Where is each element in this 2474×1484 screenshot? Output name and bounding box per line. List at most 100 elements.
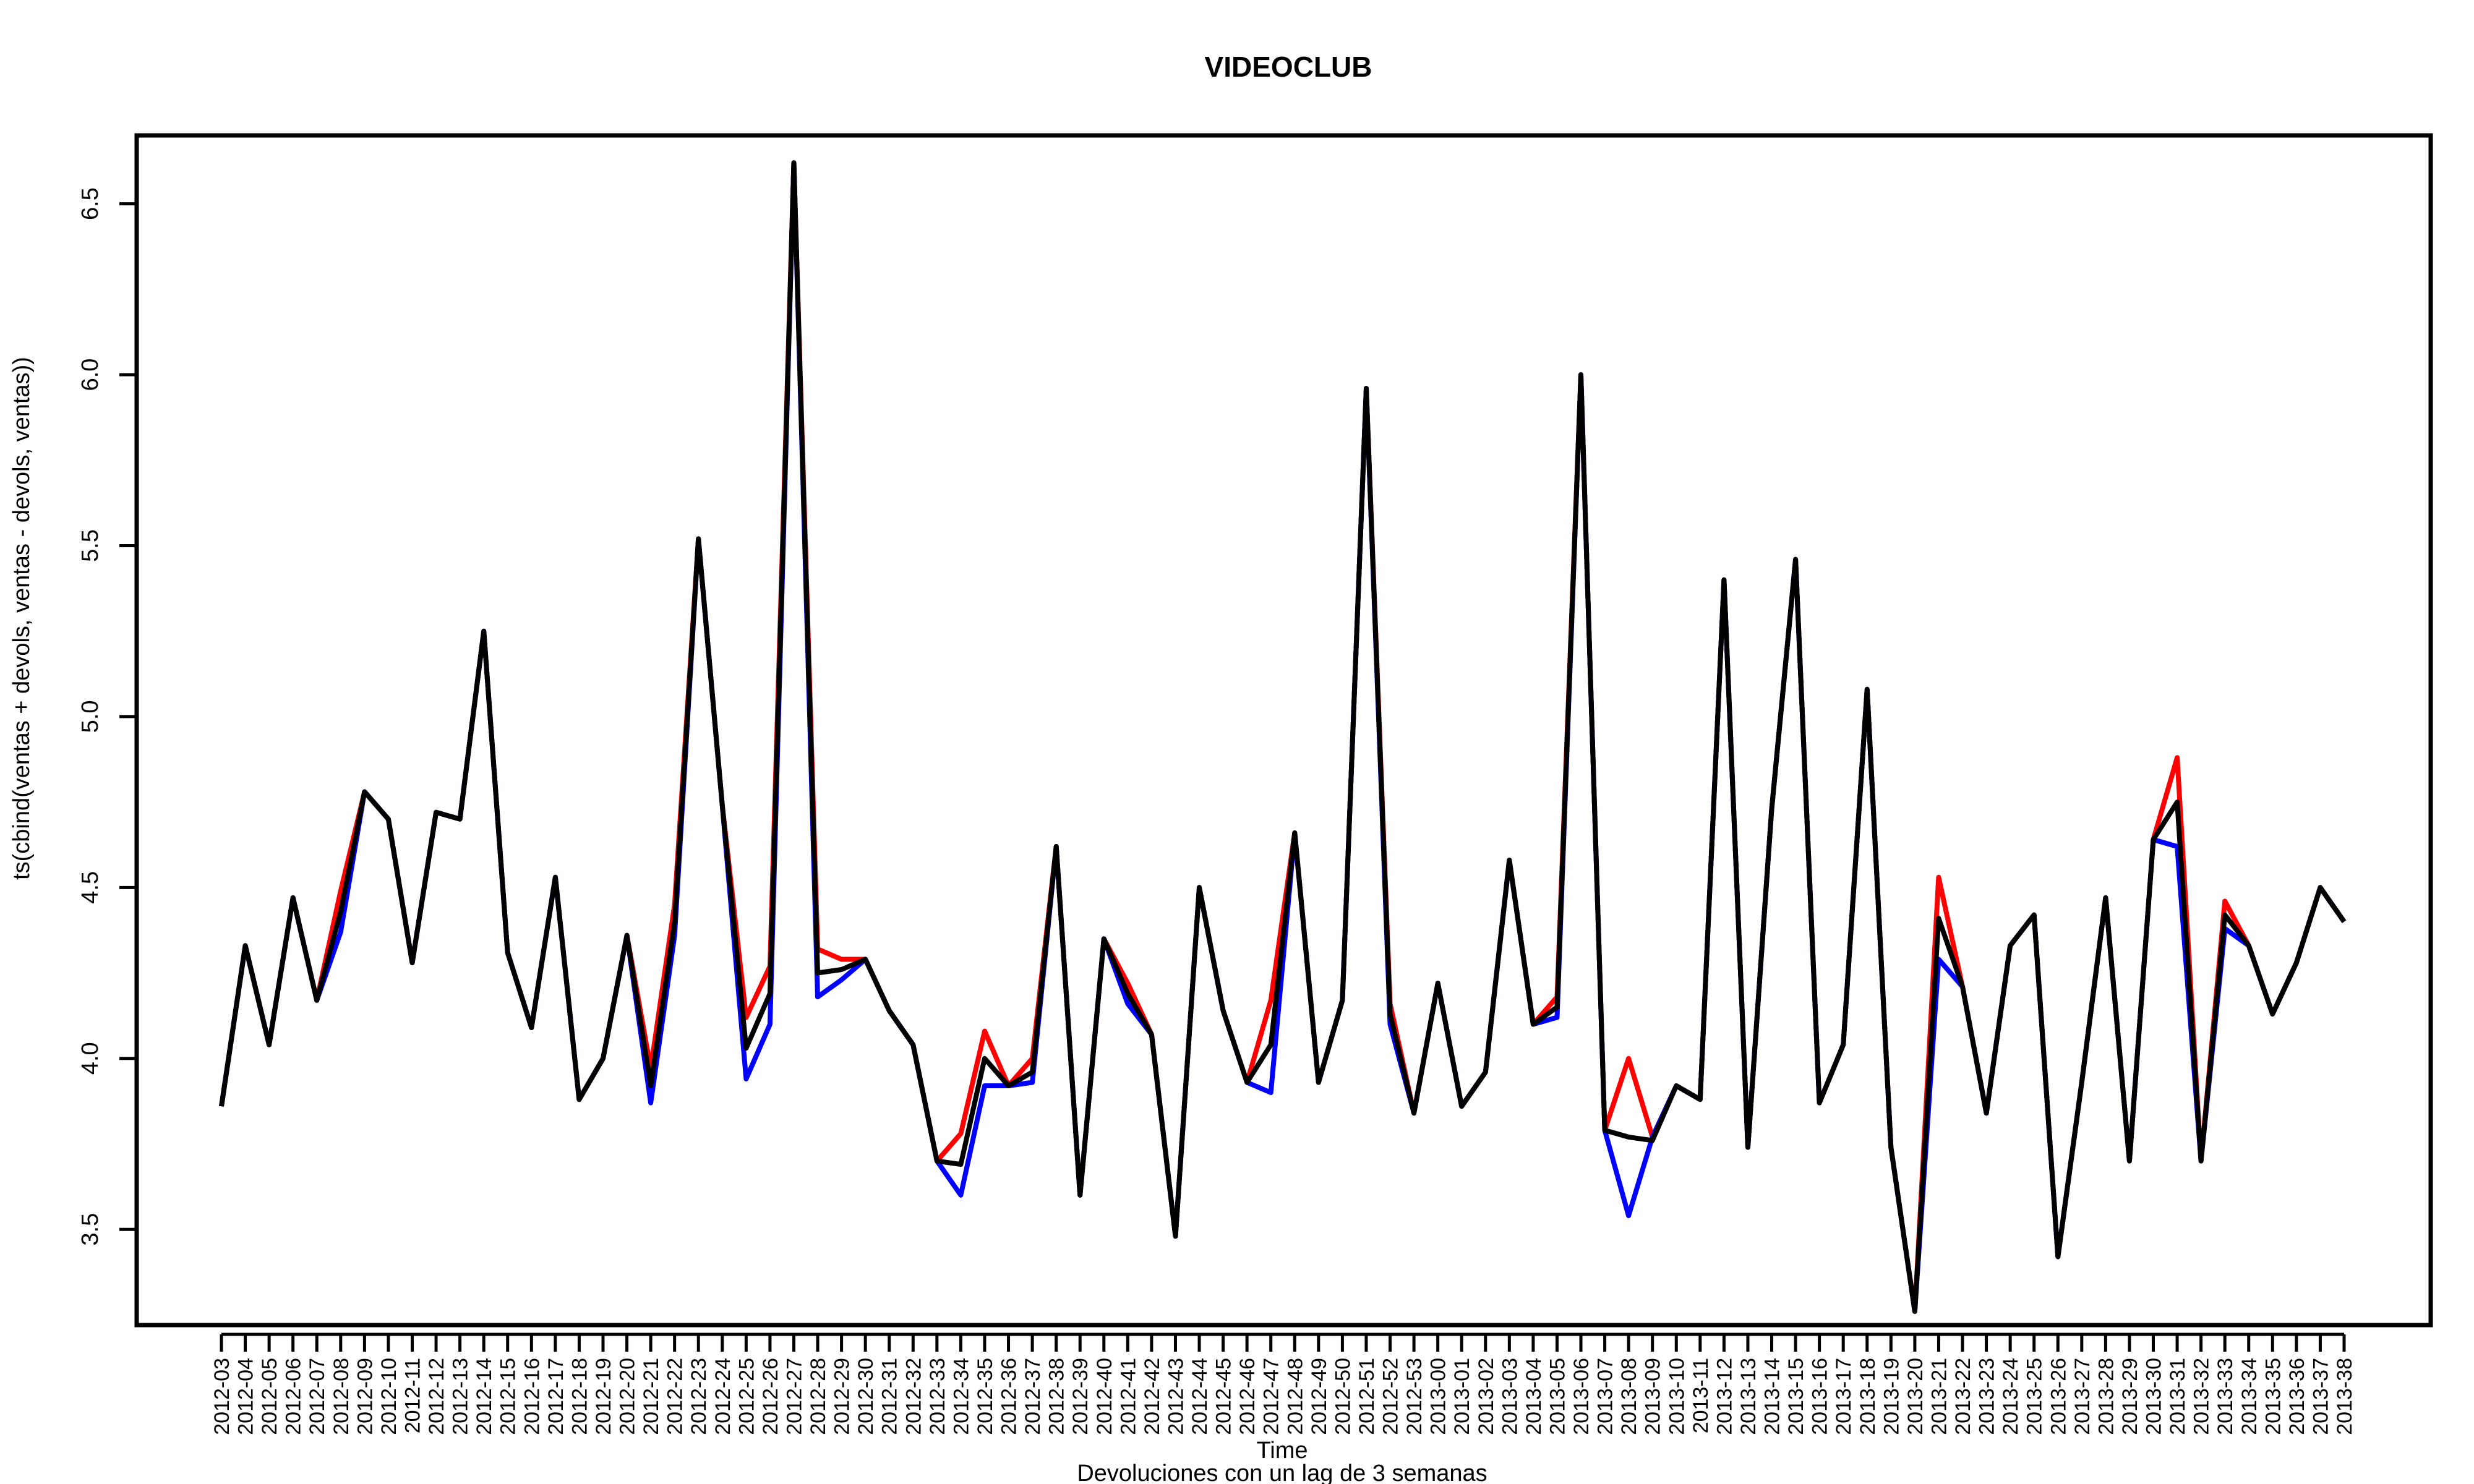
x-tick-label: 2012-33 (926, 1358, 949, 1435)
x-tick-label: 2013-10 (1665, 1358, 1689, 1435)
x-tick-label: 2013-23 (1975, 1358, 1999, 1435)
x-axis: 2012-03 2012-04 2012-05 2012-06 2012-07 2012-… (210, 1333, 2356, 1435)
x-tick-label: 2012-16 (520, 1358, 544, 1435)
x-tick-label: 2013-29 (2118, 1358, 2142, 1435)
x-tick-label: 2013-11 (1689, 1358, 1713, 1433)
x-tick-label: 2013-14 (1761, 1358, 1784, 1435)
x-tick-label: 2012-28 (807, 1358, 830, 1435)
x-tick-label: 2013-38 (2333, 1358, 2356, 1435)
y-tick-label: 3.5 (77, 1213, 103, 1246)
x-tick-label: 2013-16 (1808, 1358, 1832, 1435)
x-tick-label: 2013-15 (1784, 1358, 1808, 1435)
x-tick-label: 2013-33 (2214, 1358, 2237, 1435)
y-tick-label: 5.5 (77, 529, 103, 562)
x-tick-label: 2013-03 (1498, 1358, 1522, 1435)
x-tick-label: 2012-14 (473, 1358, 496, 1435)
x-tick-label: 2013-28 (2094, 1358, 2118, 1435)
x-tick-label: 2012-36 (998, 1358, 1021, 1435)
x-tick-label: 2012-29 (831, 1358, 854, 1435)
x-tick-label: 2012-03 (210, 1358, 234, 1435)
x-tick-label: 2012-07 (306, 1358, 329, 1435)
x-tick-label: 2012-50 (1331, 1358, 1355, 1435)
x-tick-label: 2012-37 (1021, 1358, 1045, 1435)
series-line-1 (219, 160, 2347, 1314)
x-tick-label: 2013-19 (1880, 1358, 1903, 1435)
x-tick-label: 2012-04 (234, 1358, 258, 1435)
x-tick-label: 2012-39 (1069, 1358, 1092, 1435)
x-tick-label: 2013-17 (1832, 1358, 1856, 1435)
x-tick-label: 2013-18 (1856, 1358, 1880, 1435)
x-tick-label: 2013-30 (2142, 1358, 2166, 1435)
series-line-2 (219, 160, 2347, 1314)
x-tick-label: 2012-32 (902, 1358, 925, 1435)
x-tick-label: 2012-19 (592, 1358, 615, 1435)
x-tick-label: 2012-44 (1188, 1358, 1212, 1435)
x-tick-label: 2012-20 (616, 1358, 640, 1435)
x-tick-label: 2012-51 (1355, 1358, 1379, 1435)
y-tick-label: 6.5 (77, 187, 103, 220)
x-tick-label: 2012-06 (282, 1358, 306, 1435)
x-tick-label: 2012-24 (711, 1358, 735, 1435)
x-tick-label: 2012-49 (1308, 1358, 1331, 1435)
x-tick-label: 2012-41 (1116, 1358, 1140, 1435)
x-tick-label: 2012-22 (664, 1358, 687, 1435)
x-tick-label: 2012-34 (949, 1358, 973, 1435)
x-tick-label: 2013-06 (1570, 1358, 1593, 1435)
series-line-0 (219, 160, 2347, 1314)
x-tick-label: 2013-32 (2190, 1358, 2214, 1435)
x-tick-label: 2012-17 (544, 1358, 568, 1435)
x-tick-label: 2013-07 (1594, 1358, 1617, 1435)
x-tick-label: 2012-42 (1141, 1358, 1164, 1435)
x-tick-label: 2013-01 (1450, 1358, 1474, 1435)
x-tick-label: 2013-13 (1737, 1358, 1760, 1435)
x-tick-label: 2012-13 (449, 1358, 473, 1435)
x-tick-label: 2012-43 (1164, 1358, 1188, 1435)
x-tick-label: 2013-35 (2261, 1358, 2285, 1435)
y-axis-label: ts(cbind(ventas + devols, ventas - devol… (9, 357, 35, 880)
x-tick-label: 2012-35 (974, 1358, 997, 1435)
x-tick-label: 2013-22 (1951, 1358, 1975, 1435)
x-tick-label: 2012-40 (1093, 1358, 1116, 1435)
x-tick-label: 2012-48 (1283, 1358, 1307, 1435)
chart-title: VIDEOCLUB (1205, 51, 1372, 83)
x-tick-label: 2012-45 (1212, 1358, 1236, 1435)
x-tick-label: 2013-25 (2023, 1358, 2047, 1435)
x-tick-label: 2013-37 (2309, 1358, 2332, 1435)
x-tick-label: 2013-04 (1522, 1358, 1546, 1435)
x-tick-label: 2012-26 (759, 1358, 782, 1435)
x-tick-label: 2012-53 (1403, 1358, 1426, 1435)
x-tick-label: 2012-18 (568, 1358, 591, 1435)
x-tick-label: 2012-10 (377, 1358, 401, 1435)
x-tick-label: 2013-12 (1713, 1358, 1736, 1435)
x-tick-label: 2013-21 (1927, 1358, 1951, 1435)
x-tick-label: 2013-31 (2166, 1358, 2189, 1435)
series-layer (219, 160, 2347, 1314)
x-tick-label: 2012-08 (330, 1358, 353, 1435)
x-tick-label: 2012-52 (1379, 1358, 1403, 1435)
x-tick-label: 2012-11 (401, 1358, 424, 1433)
y-axis: 3.5 4.0 4.5 5.0 5.5 6.0 6.5 (77, 187, 137, 1246)
x-tick-label: 2012-05 (258, 1358, 281, 1435)
x-tick-label: 2013-34 (2238, 1358, 2261, 1435)
y-tick-label: 4.0 (77, 1042, 103, 1075)
x-tick-label: 2013-20 (1904, 1358, 1927, 1435)
x-tick-label: 2012-47 (1260, 1358, 1283, 1435)
x-tick-label: 2013-02 (1475, 1358, 1498, 1435)
y-tick-label: 6.0 (77, 359, 103, 391)
x-tick-label: 2012-12 (425, 1358, 448, 1435)
x-tick-label: 2012-38 (1045, 1358, 1069, 1435)
x-tick-label: 2013-24 (1999, 1358, 2022, 1435)
x-tick-label: 2012-21 (640, 1358, 663, 1435)
y-tick-label: 5.0 (77, 700, 103, 733)
chart-subtitle: Devoluciones con un lag de 3 semanas (1077, 1461, 1487, 1484)
x-tick-label: 2013-36 (2285, 1358, 2309, 1435)
x-tick-label: 2013-05 (1546, 1358, 1569, 1435)
x-tick-label: 2013-08 (1617, 1358, 1641, 1435)
x-axis-label: Time (1256, 1438, 1308, 1464)
x-tick-label: 2013-26 (2047, 1358, 2070, 1435)
x-tick-label: 2012-15 (497, 1358, 520, 1435)
x-tick-label: 2013-27 (2071, 1358, 2094, 1435)
x-tick-label: 2013-09 (1641, 1358, 1665, 1435)
x-tick-label: 2012-30 (854, 1358, 878, 1435)
